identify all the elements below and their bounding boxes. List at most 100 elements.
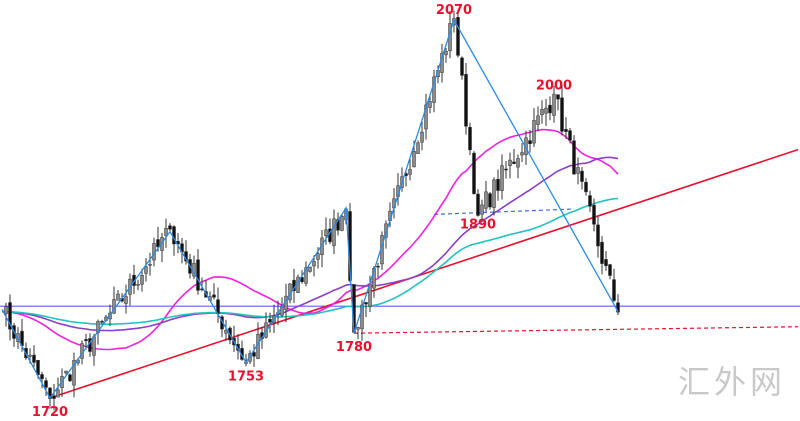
moving-averages — [1, 128, 619, 351]
candle — [384, 223, 388, 238]
candle — [496, 178, 500, 191]
candle — [560, 97, 564, 132]
moving-average-30 — [1, 128, 619, 351]
candle — [508, 159, 512, 166]
candle — [4, 306, 8, 315]
zigzag-line — [1, 18, 619, 400]
candle — [528, 140, 532, 145]
candle — [616, 302, 620, 313]
candle — [568, 130, 572, 141]
candle — [148, 264, 152, 266]
candle — [44, 380, 48, 388]
candle — [592, 204, 596, 225]
candle — [412, 151, 416, 168]
candle — [432, 76, 436, 103]
candle — [56, 389, 60, 398]
candle — [488, 193, 492, 208]
candle — [476, 193, 480, 216]
candle — [124, 296, 128, 304]
candle — [364, 302, 368, 305]
candle — [376, 265, 380, 268]
pivot-labels: 1720 1753 1780 2070 1890 2000 — [32, 3, 572, 420]
pivot-label-2070: 2070 — [436, 3, 472, 18]
candle — [72, 360, 76, 386]
candle — [544, 107, 548, 114]
candle — [556, 94, 560, 100]
candle — [356, 327, 360, 330]
candle — [408, 169, 412, 175]
candle — [308, 266, 312, 272]
candle — [316, 253, 320, 260]
candle — [424, 104, 428, 130]
candle — [540, 109, 544, 116]
candle — [584, 181, 588, 193]
candles — [4, 9, 620, 411]
candle — [52, 395, 56, 399]
candle — [28, 354, 32, 357]
candle — [100, 321, 104, 323]
candle — [416, 142, 420, 154]
reference-lines — [0, 148, 800, 399]
candle — [144, 266, 148, 274]
candle — [596, 224, 600, 247]
candle — [212, 294, 216, 298]
candle — [84, 339, 88, 342]
candle — [588, 195, 592, 207]
candle — [548, 104, 552, 114]
candle — [8, 302, 12, 330]
candle — [80, 343, 84, 359]
candle — [520, 152, 524, 156]
candle — [332, 218, 336, 246]
dashed-support-line — [353, 326, 799, 334]
candle — [68, 374, 72, 382]
candle — [500, 165, 504, 191]
candle — [252, 352, 256, 357]
candle — [604, 259, 608, 266]
candle — [572, 140, 576, 175]
candle — [552, 93, 556, 116]
pivot-label-1753: 1753 — [228, 369, 264, 384]
candle — [512, 161, 516, 164]
candle — [268, 318, 272, 323]
candle — [428, 101, 432, 108]
candle — [504, 168, 508, 171]
candle — [456, 17, 460, 56]
candle — [612, 279, 616, 301]
neckline-dashed-line — [433, 208, 575, 215]
candle — [480, 204, 484, 215]
candle — [16, 333, 20, 342]
candle — [140, 275, 144, 285]
candle — [300, 277, 304, 283]
candle — [420, 131, 424, 143]
candle — [196, 259, 200, 291]
candle — [576, 167, 580, 174]
candle — [600, 241, 604, 264]
candle — [116, 293, 120, 301]
candle — [492, 179, 496, 208]
candle — [464, 74, 468, 127]
candle — [312, 261, 316, 267]
moving-average-90 — [1, 197, 619, 326]
candle — [156, 239, 160, 248]
candle — [564, 129, 568, 132]
candle — [468, 126, 472, 151]
candle — [460, 57, 464, 76]
candle — [96, 321, 100, 333]
support-trendline — [49, 148, 799, 399]
candle — [484, 191, 488, 209]
candle — [536, 115, 540, 125]
candle — [304, 267, 308, 284]
pivot-label-1720: 1720 — [32, 405, 68, 420]
candle — [40, 374, 44, 380]
candle — [516, 158, 520, 168]
candle — [444, 51, 448, 56]
candle — [340, 216, 344, 231]
candle — [580, 170, 584, 182]
candle — [372, 268, 376, 289]
moving-average-60 — [1, 156, 619, 332]
watermark-logo: 汇外网 — [677, 363, 786, 401]
candle — [608, 264, 612, 276]
pivot-label-1890: 1890 — [460, 217, 496, 232]
